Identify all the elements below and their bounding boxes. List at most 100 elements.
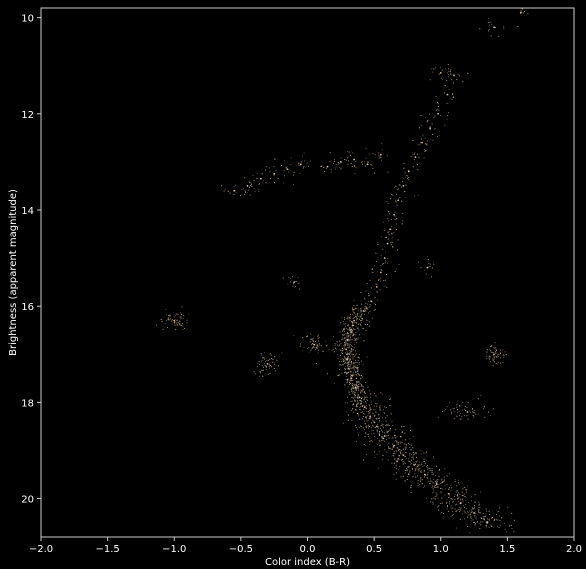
data-point <box>264 364 266 366</box>
data-point <box>349 337 352 339</box>
data-point <box>293 171 295 174</box>
data-point <box>426 476 428 479</box>
data-point <box>429 79 431 81</box>
data-point <box>354 392 356 394</box>
data-point <box>270 354 272 356</box>
data-point <box>447 72 449 74</box>
data-point <box>352 334 355 336</box>
data-point <box>274 362 276 364</box>
data-point <box>229 192 231 194</box>
data-point <box>458 496 460 498</box>
data-point <box>467 511 469 513</box>
data-point <box>468 502 470 504</box>
data-point <box>466 524 468 526</box>
data-point <box>351 368 353 370</box>
data-point <box>446 475 448 477</box>
data-point <box>261 173 263 175</box>
data-point <box>302 350 304 352</box>
data-point <box>365 454 367 456</box>
data-point <box>454 480 456 482</box>
data-point <box>369 406 371 408</box>
data-point <box>461 513 464 515</box>
data-point <box>457 73 459 75</box>
data-point <box>345 358 347 360</box>
data-point <box>448 510 450 512</box>
x-axis-ticks: −2.0 −1.5 −1.0 −0.5 0.0 0.5 1.0 1.5 2.0 <box>29 537 582 555</box>
data-point <box>290 157 292 159</box>
data-point <box>386 451 388 453</box>
data-point <box>402 475 404 477</box>
data-point <box>377 423 379 425</box>
data-point <box>479 507 481 509</box>
data-point <box>415 460 417 462</box>
data-point <box>450 409 452 411</box>
data-point <box>339 340 341 342</box>
data-point <box>347 163 349 165</box>
data-point <box>455 527 457 529</box>
data-point <box>358 374 360 376</box>
data-point <box>386 274 388 276</box>
data-point <box>407 469 409 471</box>
data-point <box>458 410 460 413</box>
data-point <box>354 364 356 366</box>
data-point <box>357 397 359 399</box>
data-point <box>495 362 497 365</box>
data-point <box>356 318 359 320</box>
data-point <box>472 408 474 410</box>
data-point <box>523 12 525 14</box>
data-point <box>392 246 394 248</box>
data-point <box>174 324 176 326</box>
data-point <box>357 381 359 383</box>
data-point <box>343 345 345 347</box>
data-points <box>156 8 529 534</box>
data-point <box>369 409 372 411</box>
data-point <box>350 380 352 382</box>
data-point <box>395 436 397 439</box>
data-point <box>356 386 358 388</box>
data-point <box>380 440 382 442</box>
data-point <box>457 501 459 503</box>
data-point <box>344 158 346 160</box>
data-point <box>397 199 400 202</box>
data-point <box>339 349 341 351</box>
data-point <box>437 108 439 110</box>
data-point <box>416 163 418 166</box>
data-point <box>464 408 466 410</box>
data-point <box>482 512 484 514</box>
data-point <box>503 356 505 358</box>
data-point <box>367 163 369 166</box>
data-point <box>433 263 435 265</box>
data-point <box>351 308 353 310</box>
data-point <box>345 365 347 367</box>
data-point <box>465 508 468 510</box>
data-point <box>423 485 426 487</box>
data-point <box>423 460 425 462</box>
data-point <box>459 414 461 416</box>
data-point <box>348 160 350 162</box>
data-point <box>455 510 457 512</box>
data-point <box>404 462 407 464</box>
data-point <box>343 328 345 330</box>
data-point <box>165 319 167 322</box>
data-point <box>391 232 393 234</box>
data-point <box>446 498 448 500</box>
data-point <box>349 382 351 385</box>
data-point <box>382 437 384 439</box>
data-point <box>366 307 368 309</box>
data-point <box>405 455 407 457</box>
data-point <box>382 248 384 250</box>
data-point <box>495 352 497 354</box>
data-point <box>416 169 418 171</box>
data-point <box>457 482 459 484</box>
data-point <box>249 194 251 196</box>
data-point <box>379 404 381 407</box>
data-point <box>432 503 434 505</box>
data-point <box>437 497 439 499</box>
data-point <box>345 342 347 344</box>
data-point <box>393 444 396 447</box>
data-point <box>370 403 372 405</box>
data-point <box>364 324 366 326</box>
data-point <box>344 362 347 364</box>
data-point <box>180 313 183 316</box>
data-point <box>473 515 475 517</box>
